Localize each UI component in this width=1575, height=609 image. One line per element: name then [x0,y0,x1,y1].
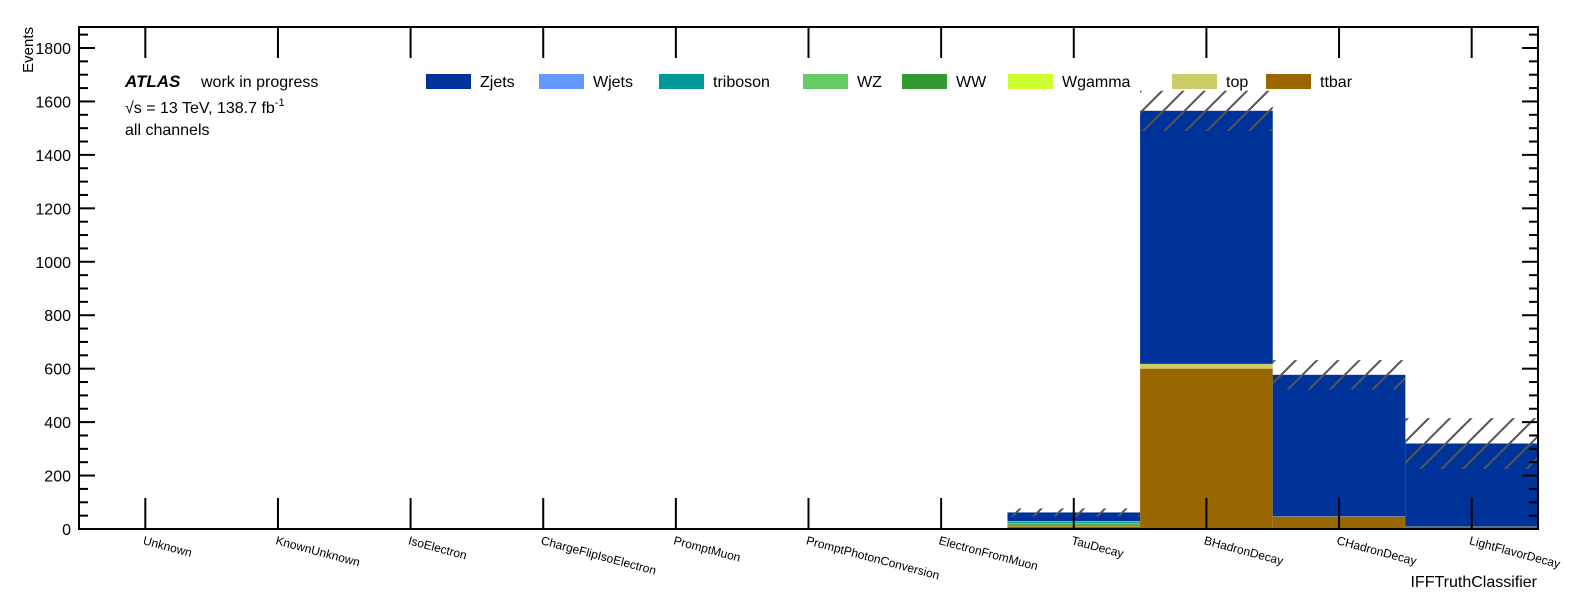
legend: Zjets Wjets triboson WZ WW Wgamma top ttbar [426,74,1353,91]
legend-label-wgamma: Wgamma [1062,74,1131,91]
x-tick-label-taudecay: TauDecay [1070,533,1125,560]
y-tick-label: 400 [44,415,71,432]
x-tick-label-lightflavordecay: LightFlavorDecay [1468,533,1562,571]
x-tick-label-bhadrondecay: BHadronDecay [1203,533,1285,568]
y-tick-label: 1800 [35,41,71,58]
energy-label: √s = 13 TeV, 138.7 fb-1 [125,97,285,117]
legend-swatch-wjets [539,74,584,89]
channels-label: all channels [125,122,210,139]
x-tick-label-knownunknown: KnownUnknown [274,533,361,569]
energy-text: √s = 13 TeV, 138.7 fb [125,100,275,117]
legend-swatch-zjets [426,74,471,89]
x-tick-label-electronfrommuon: ElectronFromMuon [937,533,1039,573]
legend-swatch-ww [902,74,947,89]
legend-swatch-wgamma [1008,74,1053,89]
y-tick-label: 1000 [35,255,71,272]
x-axis-title: IFFTruthClassifier [1410,574,1537,591]
x-tick-label-promptmuon: PromptMuon [672,533,742,564]
y-tick-label: 1200 [35,201,71,218]
y-tick-label: 1600 [35,94,71,111]
y-tick-label: 200 [44,469,71,486]
legend-swatch-ttbar [1266,74,1311,89]
x-tick-label-isoelectron: IsoElectron [407,533,469,562]
legend-label-ww: WW [956,74,987,91]
legend-label-zjets: Zjets [480,74,515,91]
y-axis-title: Events [20,27,37,73]
x-tick-label-unknown: Unknown [142,533,194,559]
x-tick-label-chargeflipisoelectron: ChargeFlipIsoElectron [539,533,657,577]
bar-zjets-bhadrondecay [1140,110,1273,364]
energy-sup: -1 [275,97,285,109]
legend-label-wz: WZ [857,74,882,91]
legend-label-ttbar: ttbar [1320,74,1353,91]
legend-label-wjets: Wjets [593,74,633,91]
bar-top-bhadrondecay [1140,363,1273,369]
status-label: work in progress [200,74,318,91]
legend-swatch-triboson [659,74,704,89]
legend-swatch-wz [803,74,848,89]
y-tick-label: 800 [44,308,71,325]
uncertainty-band-lightflavordecay [1405,418,1538,469]
y-tick-label: 0 [62,522,71,539]
bar-zjets-chadrondecay [1272,374,1406,517]
x-tick-label-promptphotonconversion: PromptPhotonConversion [805,533,941,582]
legend-swatch-top [1172,74,1217,89]
uncertainty-band-bhadrondecay [1140,90,1273,131]
legend-label-top: top [1226,74,1248,91]
x-tick-label-chadrondecay: CHadronDecay [1335,533,1418,568]
y-tick-label: 600 [44,362,71,379]
atlas-label: ATLAS [124,72,181,91]
legend-label-triboson: triboson [713,74,770,91]
uncertainty-band-chadrondecay [1272,360,1406,390]
y-tick-label: 1400 [35,148,71,165]
